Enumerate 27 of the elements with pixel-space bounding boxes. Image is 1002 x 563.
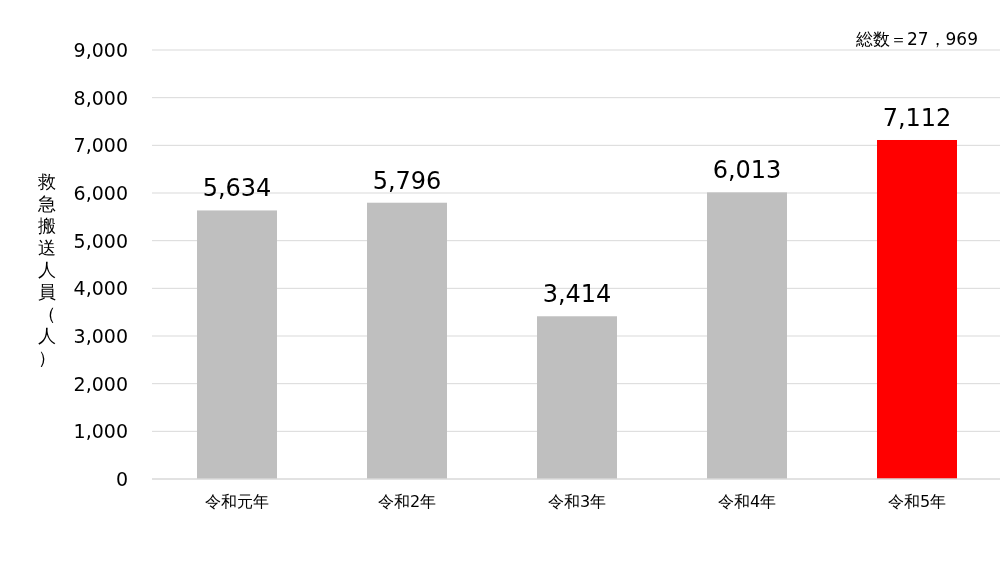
bar	[367, 202, 447, 479]
y-tick-label: 4,000	[73, 277, 128, 300]
x-tick-label: 令和3年	[547, 492, 607, 511]
data-label: 3,414	[542, 280, 612, 309]
y-tick-label: 1,000	[73, 420, 128, 443]
bar	[877, 140, 957, 479]
x-tick-label: 令和元年	[205, 492, 269, 511]
y-tick-label: 8,000	[73, 86, 128, 109]
y-tick-label: 2,000	[73, 372, 128, 395]
y-tick-label: 7,000	[73, 134, 128, 157]
data-label: 6,013	[712, 156, 782, 185]
x-tick-label: 令和5年	[887, 492, 947, 511]
y-tick-label: 9,000	[73, 39, 128, 61]
bar	[537, 316, 617, 479]
y-tick-label: 6,000	[73, 182, 128, 204]
data-label: 5,634	[202, 174, 272, 203]
text: 救急搬送人員（人）	[38, 171, 56, 368]
data-label: 7,112	[882, 103, 952, 132]
y-tick-label: 5,000	[73, 229, 128, 252]
text: 総数＝27，969	[854, 29, 978, 49]
data-label: 5,796	[372, 166, 442, 195]
y-tick-label: 0	[115, 468, 128, 490]
x-tick-label: 令和4年	[717, 492, 777, 511]
y-tick-label: 3,000	[73, 325, 128, 347]
bar	[707, 192, 787, 479]
bar	[197, 210, 277, 479]
x-tick-label: 令和2年	[377, 492, 437, 511]
